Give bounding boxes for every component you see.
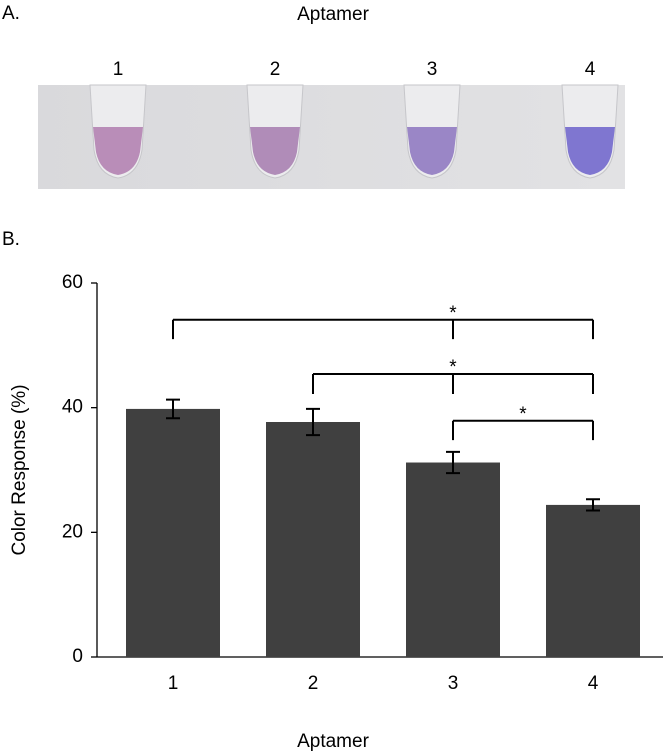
tube-label: 3 [427, 59, 438, 80]
x-axis-label: Aptamer [297, 731, 369, 752]
y-axis-label: Color Response (%) [9, 384, 30, 555]
y-tick-label: 20 [62, 521, 83, 542]
error-bar [306, 407, 320, 437]
x-tick-label: 1 [168, 673, 179, 694]
panel-label: A. [2, 3, 20, 24]
significance-label: * [449, 357, 457, 378]
tube-label: 4 [585, 59, 596, 80]
bar [406, 462, 500, 657]
x-tick-label: 3 [448, 673, 459, 694]
y-tick-label: 60 [62, 272, 83, 293]
bar [126, 408, 220, 657]
y-tick-label: 0 [72, 646, 83, 667]
panel-title: Aptamer [297, 4, 369, 25]
tube-label: 2 [270, 59, 281, 80]
panel-label: B. [2, 229, 20, 250]
bar [546, 504, 640, 657]
y-tick-label: 40 [62, 397, 83, 418]
significance-bracket [452, 419, 594, 441]
tube-label: 1 [113, 59, 124, 80]
significance-label: * [519, 404, 527, 425]
x-tick-label: 4 [588, 673, 599, 694]
significance-label: * [449, 303, 457, 324]
tubes [89, 84, 619, 179]
error-bar [446, 450, 460, 475]
x-tick-label: 2 [308, 673, 319, 694]
error-bar [166, 398, 180, 420]
error-bar [586, 498, 600, 512]
bar [266, 422, 360, 657]
significance-bracket [172, 318, 594, 340]
significance-bracket [312, 373, 594, 394]
